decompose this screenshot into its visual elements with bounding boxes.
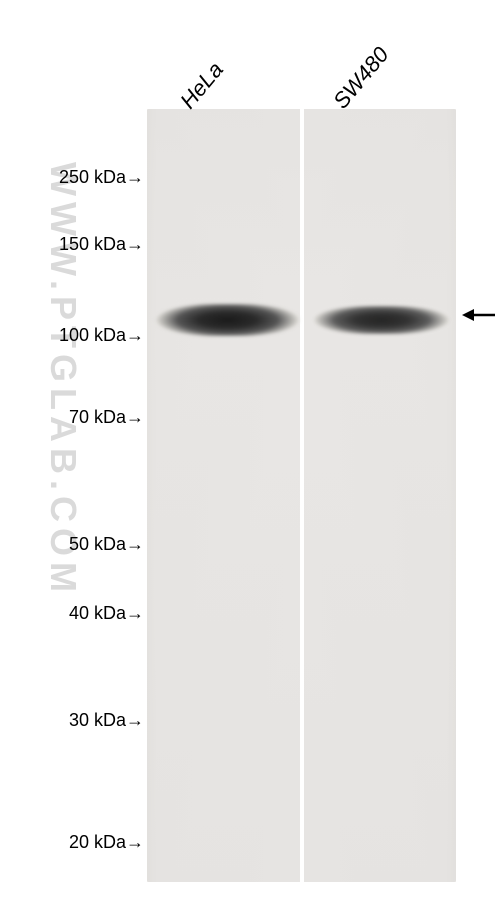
blot-membrane xyxy=(147,109,456,882)
ladder-250: 250 kDa→ xyxy=(36,167,144,188)
blot-figure: WWW.PTGLAB.COM HeLa SW480 250 kDa→ 150 k… xyxy=(0,0,500,903)
lane-label-2: SW480 xyxy=(328,42,394,114)
band-lane1 xyxy=(156,304,299,336)
ladder-150: 150 kDa→ xyxy=(36,234,144,255)
ladder-30: 30 kDa→ xyxy=(46,710,144,731)
lane-divider xyxy=(300,109,304,882)
lane-1 xyxy=(147,109,300,882)
ladder-70: 70 kDa→ xyxy=(46,407,144,428)
ladder-100: 100 kDa→ xyxy=(36,325,144,346)
ladder-40: 40 kDa→ xyxy=(46,603,144,624)
band-lane2 xyxy=(314,306,449,334)
ladder-50: 50 kDa→ xyxy=(46,534,144,555)
ladder-20: 20 kDa→ xyxy=(46,832,144,853)
lane-label-1: HeLa xyxy=(175,57,229,114)
watermark-text: WWW.PTGLAB.COM xyxy=(42,162,84,598)
band-pointer-arrow xyxy=(462,302,496,333)
lane-2 xyxy=(304,109,456,882)
